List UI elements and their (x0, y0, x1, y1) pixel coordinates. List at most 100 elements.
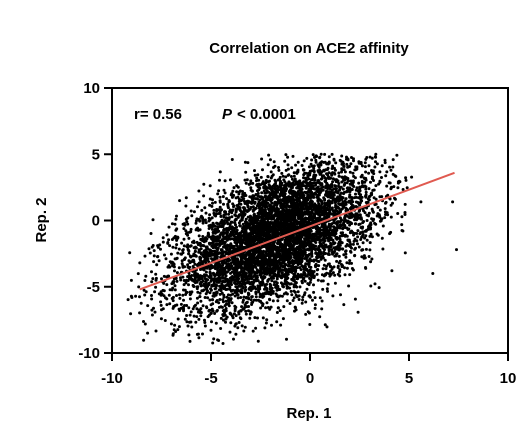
data-point (330, 248, 334, 252)
data-point (339, 159, 343, 163)
data-point (259, 175, 263, 179)
data-point (206, 257, 210, 261)
data-point (318, 248, 322, 252)
data-point (300, 279, 304, 283)
data-point (311, 208, 315, 211)
data-point (267, 183, 271, 187)
data-point (187, 333, 191, 337)
data-point (174, 246, 178, 250)
data-point (242, 295, 246, 299)
data-point (189, 320, 193, 324)
data-point (152, 260, 156, 264)
data-point (257, 178, 261, 182)
data-point (208, 242, 212, 246)
data-point (217, 189, 221, 193)
data-point (250, 303, 254, 306)
data-point (353, 237, 357, 241)
data-point (338, 247, 342, 251)
data-point (195, 296, 199, 300)
data-point (311, 226, 315, 230)
data-point (183, 317, 187, 321)
data-point (358, 213, 362, 217)
data-point (345, 234, 349, 238)
data-point (241, 300, 245, 304)
data-point (319, 177, 323, 181)
data-point (220, 291, 224, 295)
data-point (242, 234, 245, 237)
data-point (317, 170, 321, 174)
data-point (317, 260, 321, 263)
data-point (270, 323, 273, 327)
data-point (357, 209, 361, 213)
data-point (368, 241, 372, 245)
data-point (189, 244, 193, 248)
data-point (233, 324, 237, 328)
data-point (232, 186, 236, 190)
data-point (300, 164, 304, 167)
data-point (207, 308, 211, 312)
data-point (159, 300, 163, 304)
data-point (273, 272, 277, 276)
data-point (228, 210, 232, 214)
data-point (390, 269, 394, 273)
data-point (284, 168, 288, 172)
data-point (338, 220, 342, 224)
data-point (303, 248, 307, 251)
data-point (389, 215, 393, 219)
data-point (385, 184, 389, 188)
data-point (247, 274, 251, 278)
data-point (279, 323, 283, 327)
data-point (373, 282, 377, 286)
data-point (177, 266, 181, 270)
data-point (238, 213, 242, 217)
data-point (383, 207, 387, 211)
data-point (284, 153, 288, 157)
data-point (240, 305, 244, 309)
data-point (307, 177, 311, 181)
data-point (391, 158, 395, 162)
data-point (199, 314, 203, 318)
data-point (246, 205, 250, 209)
data-point (182, 279, 186, 282)
data-point (182, 288, 185, 292)
data-point (383, 216, 387, 220)
data-point (295, 295, 299, 299)
data-point (367, 198, 371, 202)
data-point (143, 322, 147, 326)
data-point (251, 300, 255, 304)
data-point (353, 297, 357, 301)
data-point (337, 184, 340, 188)
data-point (323, 231, 327, 235)
data-point (187, 274, 191, 278)
data-point (143, 254, 147, 258)
data-point (313, 296, 317, 300)
data-point (374, 184, 378, 188)
data-point (324, 272, 327, 276)
data-point (205, 290, 209, 294)
data-point (219, 214, 223, 218)
data-point (163, 253, 166, 257)
data-point (257, 288, 260, 292)
data-point (291, 154, 295, 158)
data-point (266, 163, 270, 167)
data-point (236, 288, 240, 292)
data-point (231, 258, 235, 262)
data-point (298, 285, 302, 289)
data-point (341, 247, 345, 251)
data-point (277, 215, 280, 219)
data-point (142, 288, 146, 292)
data-point (289, 289, 293, 293)
data-point (242, 329, 246, 333)
data-point (315, 272, 319, 276)
data-point (150, 270, 153, 274)
data-point (181, 248, 185, 252)
data-point (168, 244, 172, 248)
data-point (395, 153, 399, 157)
data-point (243, 160, 247, 164)
data-point (198, 241, 202, 245)
data-point (154, 285, 158, 289)
data-point (197, 234, 201, 238)
data-point (186, 265, 190, 269)
data-point (286, 163, 290, 167)
data-point (278, 266, 282, 270)
